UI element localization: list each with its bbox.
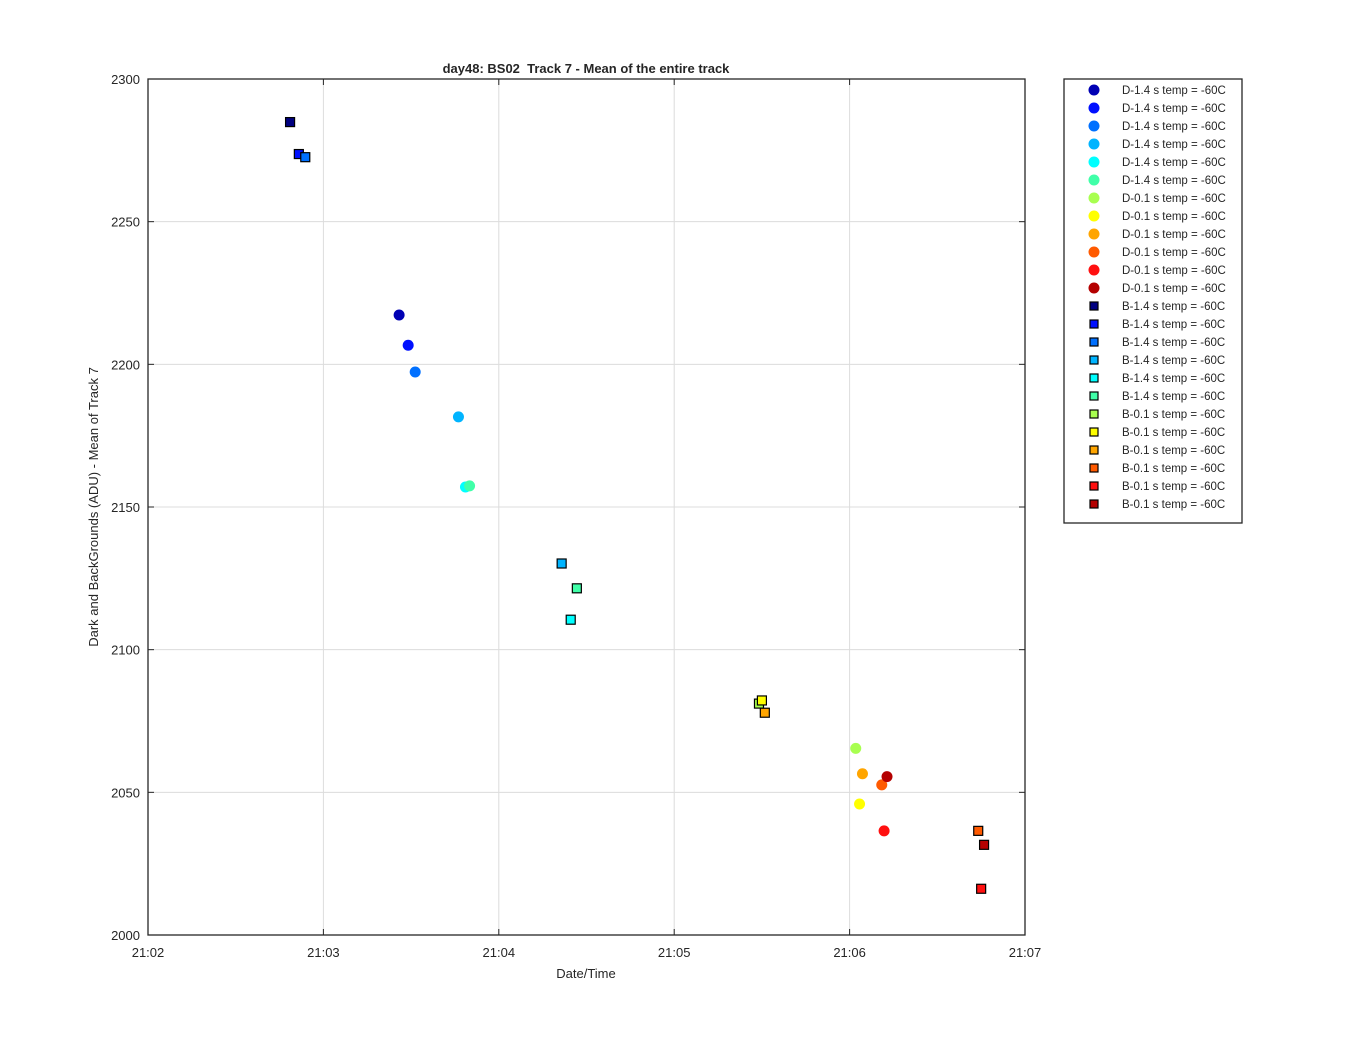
chart-title: day48: BS02 Track 7 - Mean of the entire… <box>443 61 731 76</box>
legend-label: D-1.4 s temp = -60C <box>1122 175 1226 187</box>
x-tick-label: 21:07 <box>1009 945 1042 960</box>
y-tick-label: 2100 <box>111 643 140 658</box>
legend-label: D-1.4 s temp = -60C <box>1122 85 1226 97</box>
x-tick-label: 21:05 <box>658 945 691 960</box>
legend-marker <box>1088 156 1100 168</box>
data-point <box>409 366 421 378</box>
legend-marker <box>1088 264 1100 276</box>
data-point <box>976 883 987 894</box>
legend-marker <box>1089 499 1099 509</box>
data-point <box>759 707 770 718</box>
legend-marker <box>1089 391 1099 401</box>
grid-lines <box>147 78 1026 936</box>
data-point <box>973 825 984 836</box>
axes: 21:02 21:03 21:04 21:05 21:06 21:07 2000 2050 21… <box>111 72 1041 960</box>
legend-label: B-1.4 s temp = -60C <box>1122 373 1225 385</box>
legend-label: B-0.1 s temp = -60C <box>1122 427 1225 439</box>
data-point <box>284 116 296 128</box>
legend-marker <box>1088 282 1100 294</box>
y-tick-label: 2200 <box>111 357 140 372</box>
data-point <box>565 614 576 625</box>
x-tick-label: 21:06 <box>833 945 866 960</box>
data-point <box>402 339 414 351</box>
legend-marker <box>1088 174 1100 186</box>
y-tick-label: 2150 <box>111 500 140 515</box>
legend-label: B-0.1 s temp = -60C <box>1122 463 1225 475</box>
data-point <box>756 695 768 706</box>
data-point <box>856 768 868 780</box>
legend-label: D-0.1 s temp = -60C <box>1122 229 1226 241</box>
legend-label: D-0.1 s temp = -60C <box>1122 211 1226 223</box>
legend-marker <box>1088 192 1100 204</box>
legend-label: D-1.4 s temp = -60C <box>1122 157 1226 169</box>
x-tick-label: 21:03 <box>307 945 340 960</box>
legend-label: B-0.1 s temp = -60C <box>1122 409 1225 421</box>
data-point <box>850 742 862 754</box>
y-tick-label: 2300 <box>111 72 140 87</box>
legend-marker <box>1088 246 1100 258</box>
data-point <box>393 309 405 321</box>
x-tick-label: 21:04 <box>483 945 516 960</box>
y-axis-label: Dark and BackGrounds (ADU) - Mean of Tra… <box>86 367 101 647</box>
data-point <box>571 583 582 594</box>
legend-label: B-1.4 s temp = -60C <box>1122 391 1225 403</box>
data-point <box>854 798 866 810</box>
y-tick-label: 2250 <box>111 215 140 230</box>
legend-label: D-0.1 s temp = -60C <box>1122 247 1226 259</box>
data-point <box>452 411 464 423</box>
legend-label: D-0.1 s temp = -60C <box>1122 265 1226 277</box>
legend-marker <box>1089 463 1099 473</box>
legend-marker <box>1089 373 1099 383</box>
legend-marker <box>1088 138 1100 150</box>
legend-marker <box>1089 355 1099 365</box>
data-point <box>300 152 311 163</box>
legend-label: D-1.4 s temp = -60C <box>1122 121 1226 133</box>
legend-label: B-1.4 s temp = -60C <box>1122 319 1225 331</box>
data-point <box>464 480 476 492</box>
legend-label: D-0.1 s temp = -60C <box>1122 283 1226 295</box>
x-axis-label: Date/Time <box>556 966 615 981</box>
legend-label: D-0.1 s temp = -60C <box>1122 193 1226 205</box>
data-point <box>978 839 990 850</box>
legend-label: B-0.1 s temp = -60C <box>1122 481 1225 493</box>
legend-label: B-0.1 s temp = -60C <box>1122 445 1225 457</box>
legend: D-1.4 s temp = -60C D-1.4 s temp = -60C D-… <box>1063 78 1243 524</box>
data-points <box>284 116 990 894</box>
legend-marker <box>1088 102 1100 114</box>
x-tick-label: 21:02 <box>132 945 165 960</box>
data-point <box>878 825 890 837</box>
legend-label: B-1.4 s temp = -60C <box>1122 355 1225 367</box>
legend-marker <box>1089 337 1099 347</box>
legend-label: B-1.4 s temp = -60C <box>1122 301 1225 313</box>
legend-marker <box>1089 301 1099 311</box>
legend-label: D-1.4 s temp = -60C <box>1122 139 1226 151</box>
legend-marker <box>1088 210 1100 222</box>
y-tick-label: 2050 <box>111 785 140 800</box>
legend-marker <box>1089 445 1099 455</box>
plot-frame <box>147 78 1026 936</box>
y-tick-label: 2000 <box>111 928 140 943</box>
legend-marker <box>1089 319 1099 329</box>
data-point <box>556 558 567 569</box>
legend-marker <box>1088 84 1100 96</box>
legend-marker <box>1089 481 1099 491</box>
legend-marker <box>1089 409 1099 419</box>
legend-label: B-0.1 s temp = -60C <box>1122 499 1225 511</box>
legend-label: D-1.4 s temp = -60C <box>1122 103 1226 115</box>
legend-label: B-1.4 s temp = -60C <box>1122 337 1225 349</box>
data-point <box>881 771 893 783</box>
data-point <box>876 779 888 791</box>
legend-marker <box>1089 427 1099 437</box>
legend-marker <box>1088 228 1100 240</box>
legend-marker <box>1088 120 1100 132</box>
